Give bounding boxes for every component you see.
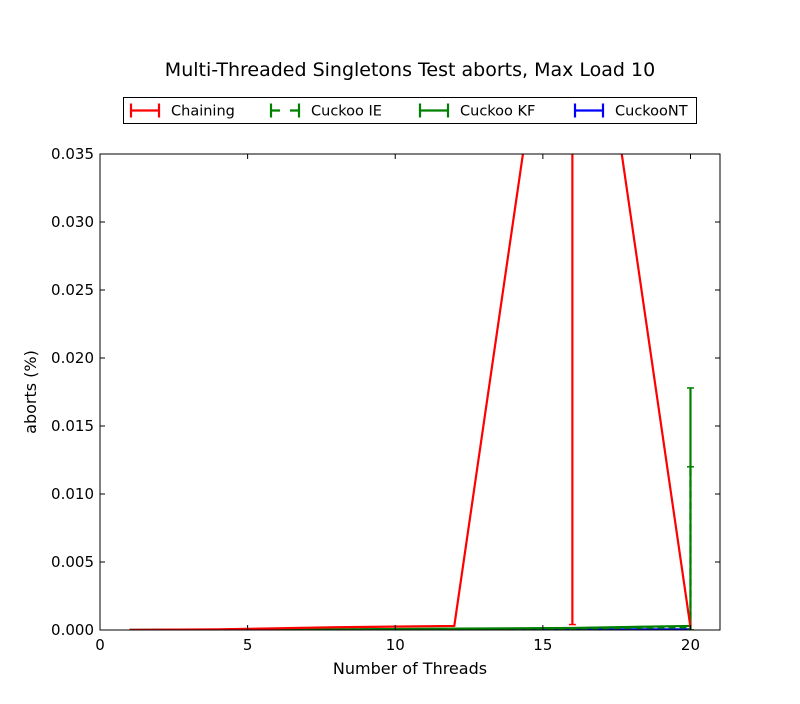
- x-axis: 0 5 10 15 20: [95, 154, 700, 654]
- plot-frame: [99, 153, 721, 631]
- chart-title: Multi-Threaded Singletons Test aborts, M…: [165, 59, 655, 81]
- x-tick-label: 20: [681, 636, 700, 654]
- y-tick-label: 0.015: [51, 417, 94, 435]
- legend-label: Cuckoo IE: [311, 104, 382, 120]
- x-tick-label: 0: [95, 636, 105, 654]
- y-tick-label: 0.035: [51, 145, 94, 163]
- y-tick-label: 0.030: [51, 213, 94, 231]
- legend-entry-cuckoont: CuckooNT: [573, 103, 688, 120]
- legend-entry-chaining: Chaining: [129, 103, 235, 120]
- legend-label: Chaining: [171, 104, 235, 120]
- error-bar-cuckoo-kf: [686, 387, 694, 630]
- legend-label: CuckooNT: [615, 104, 688, 120]
- y-tick-label: 0.005: [51, 553, 94, 571]
- legend: Chaining Cuckoo IE Cuckoo KF CuckooNT: [123, 97, 697, 124]
- y-tick-label: 0.020: [51, 349, 94, 367]
- series-line-chaining: [129, 154, 692, 630]
- legend-entry-cuckoo-ie: Cuckoo IE: [269, 103, 382, 120]
- y-axis: 0.000 0.005 0.010 0.015 0.020 0.025 0.030 0.035: [51, 145, 720, 639]
- x-axis-title: Number of Threads: [333, 659, 487, 678]
- y-tick-label: 0.010: [51, 485, 94, 503]
- series-layer: [129, 154, 694, 630]
- x-tick-label: 15: [533, 636, 552, 654]
- error-bar-chaining: [568, 154, 576, 626]
- x-tick-label: 5: [243, 636, 253, 654]
- x-tick-label: 10: [386, 636, 405, 654]
- y-tick-label: 0.025: [51, 281, 94, 299]
- legend-label: Cuckoo KF: [460, 104, 535, 120]
- y-tick-label: 0.000: [51, 621, 94, 639]
- y-axis-title: aborts (%): [21, 350, 40, 434]
- legend-entry-cuckoo-kf: Cuckoo KF: [418, 103, 535, 120]
